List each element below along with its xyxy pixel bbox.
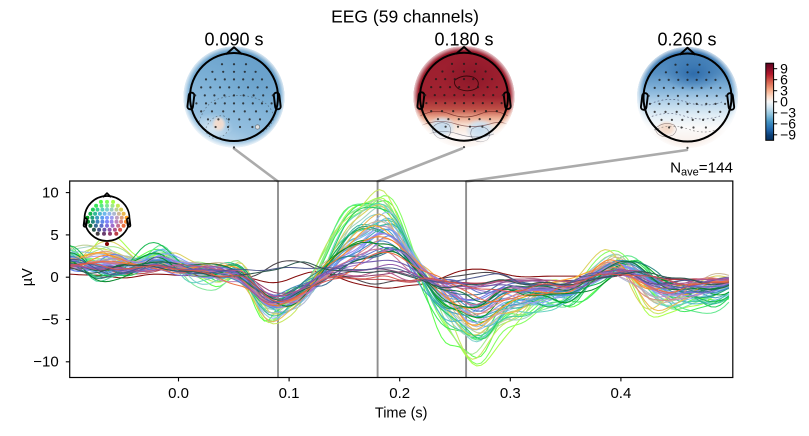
svg-text:5: 5	[50, 227, 58, 244]
svg-text:0.180 s: 0.180 s	[434, 30, 493, 50]
svg-text:0.4: 0.4	[610, 385, 631, 402]
svg-text:0.1: 0.1	[279, 385, 300, 402]
svg-text:0.0: 0.0	[168, 385, 189, 402]
svg-text:µV: µV	[20, 268, 36, 286]
svg-text:0.090 s: 0.090 s	[204, 30, 263, 50]
svg-text:0.2: 0.2	[389, 385, 410, 402]
svg-text:3: 3	[780, 83, 788, 99]
svg-text:6: 6	[780, 72, 788, 88]
svg-text:Nave=144: Nave=144	[670, 160, 733, 179]
svg-text:9: 9	[780, 61, 788, 77]
svg-text:0: 0	[50, 269, 58, 286]
svg-text:Time (s): Time (s)	[375, 406, 428, 422]
svg-text:−9: −9	[780, 127, 796, 143]
svg-text:0: 0	[780, 94, 788, 110]
svg-text:EEG (59 channels): EEG (59 channels)	[331, 7, 479, 27]
svg-text:−5: −5	[42, 311, 59, 328]
svg-text:−10: −10	[33, 354, 58, 371]
svg-text:10: 10	[42, 185, 59, 202]
svg-text:−6: −6	[780, 116, 796, 132]
svg-text:−3: −3	[780, 105, 796, 121]
svg-text:0.3: 0.3	[500, 385, 521, 402]
svg-text:0.260 s: 0.260 s	[657, 30, 716, 50]
